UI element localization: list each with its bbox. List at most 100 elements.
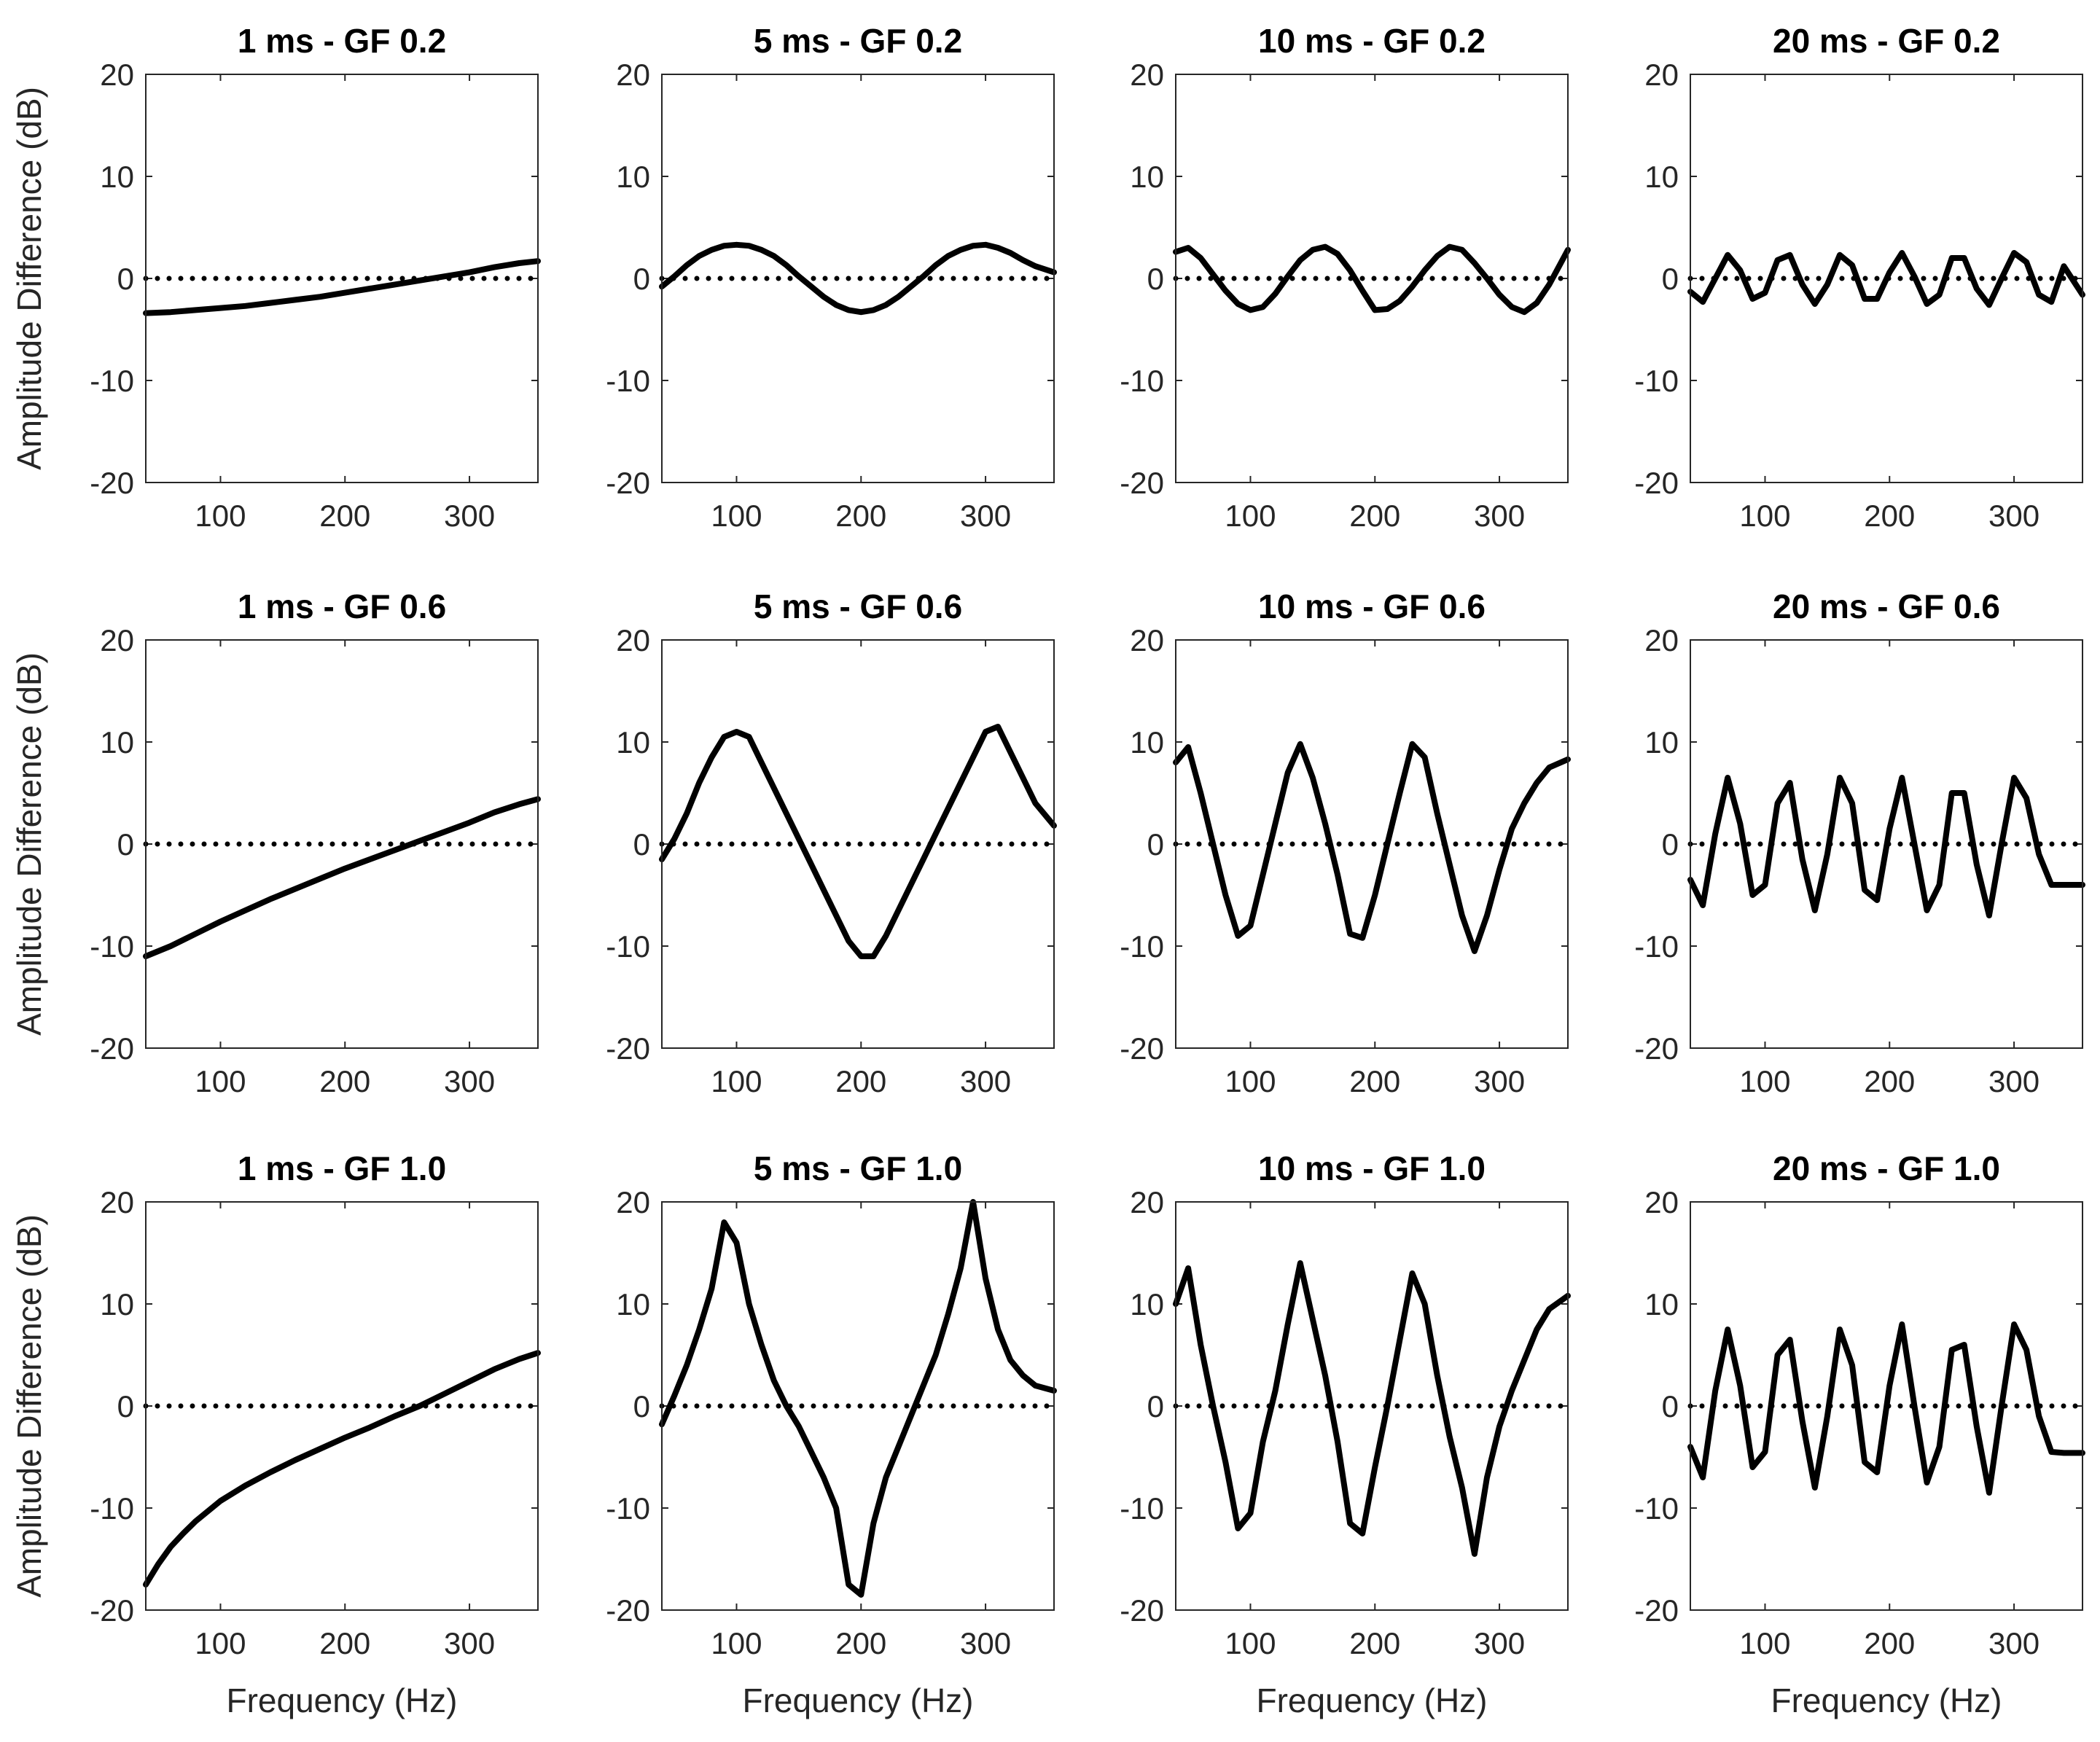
y-tick-label: 0 [1147, 262, 1164, 296]
axes-frame [661, 639, 1055, 1049]
x-tick-label: 200 [319, 1626, 370, 1660]
chart-panel-11: 10 ms - GF 1.0 -20 -10 0 10 20 100 200 300 Freque… [1120, 1149, 1571, 1719]
y-tick-label: 20 [616, 1185, 650, 1219]
x-tick-label: 100 [711, 1064, 762, 1098]
x-tick-label: 200 [1349, 1626, 1400, 1660]
x-tick-label: 200 [1864, 1626, 1915, 1660]
y-tick-label: 0 [633, 1389, 650, 1423]
series-line [1687, 250, 2085, 308]
y-tick-label: 0 [1147, 827, 1164, 862]
x-axis-label: Frequency (Hz) [1257, 1682, 1488, 1719]
y-tick-label: -20 [90, 1031, 134, 1066]
chart-panel-6: 5 ms - GF 0.6 -20 -10 0 10 20 100 200 300 [606, 587, 1057, 1098]
x-tick-label: 300 [960, 499, 1011, 533]
x-tick-label: 100 [1739, 499, 1790, 533]
y-tick-label: -20 [1120, 1031, 1164, 1066]
axes-frame [1175, 1201, 1569, 1611]
x-tick-label: 100 [195, 1064, 246, 1098]
x-tick-label: 200 [319, 1064, 370, 1098]
y-tick-label: -10 [1120, 929, 1164, 964]
y-tick-label: -10 [1634, 364, 1679, 398]
y-tick-label: -20 [1634, 466, 1679, 500]
panel-title: 1 ms - GF 1.0 [238, 1149, 446, 1187]
y-tick-label: 0 [1147, 1389, 1164, 1423]
y-tick-label: -20 [1120, 466, 1164, 500]
axes-frame [1175, 639, 1569, 1049]
chart-panel-8: 20 ms - GF 0.6 -20 -10 0 10 20 100 200 300 [1634, 587, 2085, 1098]
y-tick-label: -20 [1634, 1593, 1679, 1628]
x-tick-label: 200 [319, 499, 370, 533]
y-tick-label: -20 [90, 1593, 134, 1628]
series-line [1173, 1260, 1571, 1557]
chart-panel-4: 20 ms - GF 0.2 -20 -10 0 10 20 100 200 300 [1634, 22, 2085, 533]
x-tick-label: 300 [1474, 1626, 1525, 1660]
y-tick-label: 10 [1644, 725, 1679, 759]
y-tick-label: -10 [1120, 1491, 1164, 1526]
x-tick-label: 300 [1474, 1064, 1525, 1098]
y-tick-label: -20 [90, 466, 134, 500]
x-tick-label: 100 [711, 1626, 762, 1660]
x-axis-label: Frequency (Hz) [227, 1682, 458, 1719]
y-axis-label: Amplitude Difference (dB) [10, 652, 48, 1036]
x-tick-label: 300 [444, 499, 495, 533]
x-tick-label: 100 [1225, 499, 1276, 533]
y-tick-label: -10 [1634, 1491, 1679, 1526]
series-line [659, 724, 1057, 959]
y-tick-label: 0 [1662, 1389, 1679, 1423]
x-tick-label: 300 [960, 1064, 1011, 1098]
y-tick-label: -20 [606, 1031, 650, 1066]
y-axis-label: Amplitude Difference (dB) [10, 1214, 48, 1598]
series-line [1173, 741, 1571, 954]
y-tick-label: 0 [1662, 827, 1679, 862]
panel-title: 20 ms - GF 1.0 [1773, 1149, 2000, 1187]
axes-frame [1690, 639, 2083, 1049]
y-tick-label: -10 [1120, 364, 1164, 398]
x-axis-label: Frequency (Hz) [743, 1682, 974, 1719]
x-tick-label: 100 [1225, 1626, 1276, 1660]
y-tick-label: -10 [90, 929, 134, 964]
y-tick-label: 10 [1644, 1287, 1679, 1321]
y-tick-label: 20 [1644, 1185, 1679, 1219]
panel-title: 1 ms - GF 0.2 [238, 22, 446, 60]
y-tick-label: 20 [1130, 58, 1164, 92]
chart-panel-5: 1 ms - GF 0.6 -20 -10 0 10 20 100 200 300 Amplitu… [10, 587, 541, 1098]
y-tick-label: 20 [1130, 623, 1164, 657]
x-tick-label: 300 [1988, 1626, 2040, 1660]
panel-title: 5 ms - GF 1.0 [754, 1149, 962, 1187]
y-tick-label: 10 [1130, 160, 1164, 194]
x-tick-label: 200 [1349, 499, 1400, 533]
y-tick-label: -10 [1634, 929, 1679, 964]
chart-panel-9: 1 ms - GF 1.0 -20 -10 0 10 20 100 200 300 Amplitu… [10, 1149, 541, 1719]
panel-title: 5 ms - GF 0.2 [754, 22, 962, 60]
axes-frame [1175, 74, 1569, 483]
y-tick-label: -10 [606, 364, 650, 398]
x-tick-label: 300 [444, 1064, 495, 1098]
x-axis-label: Frequency (Hz) [1771, 1682, 2002, 1719]
y-tick-label: -10 [606, 1491, 650, 1526]
x-tick-label: 100 [1225, 1064, 1276, 1098]
y-tick-label: 10 [616, 1287, 650, 1321]
y-tick-label: 0 [1662, 262, 1679, 296]
y-tick-label: -10 [90, 1491, 134, 1526]
x-tick-label: 100 [1739, 1626, 1790, 1660]
y-axis-label: Amplitude Difference (dB) [10, 87, 48, 470]
series-line [1173, 243, 1571, 316]
y-tick-label: 20 [1644, 58, 1679, 92]
panel-title: 10 ms - GF 0.2 [1258, 22, 1486, 60]
y-tick-label: 0 [633, 827, 650, 862]
series-line [143, 1350, 541, 1587]
y-tick-label: -20 [606, 466, 650, 500]
panel-title: 20 ms - GF 0.6 [1773, 587, 2000, 625]
series-line [1687, 775, 2085, 918]
x-tick-label: 200 [835, 1626, 886, 1660]
y-tick-label: 0 [117, 827, 134, 862]
chart-panel-1: 1 ms - GF 0.2 -20 -10 0 10 20 100 200 300 Amplitu… [10, 22, 541, 533]
axes-frame [1690, 74, 2083, 483]
panel-title: 20 ms - GF 0.2 [1773, 22, 2000, 60]
x-tick-label: 100 [195, 1626, 246, 1660]
y-tick-label: 20 [616, 58, 650, 92]
y-tick-label: 20 [100, 1185, 134, 1219]
y-tick-label: 20 [1130, 1185, 1164, 1219]
y-tick-label: 20 [1644, 623, 1679, 657]
